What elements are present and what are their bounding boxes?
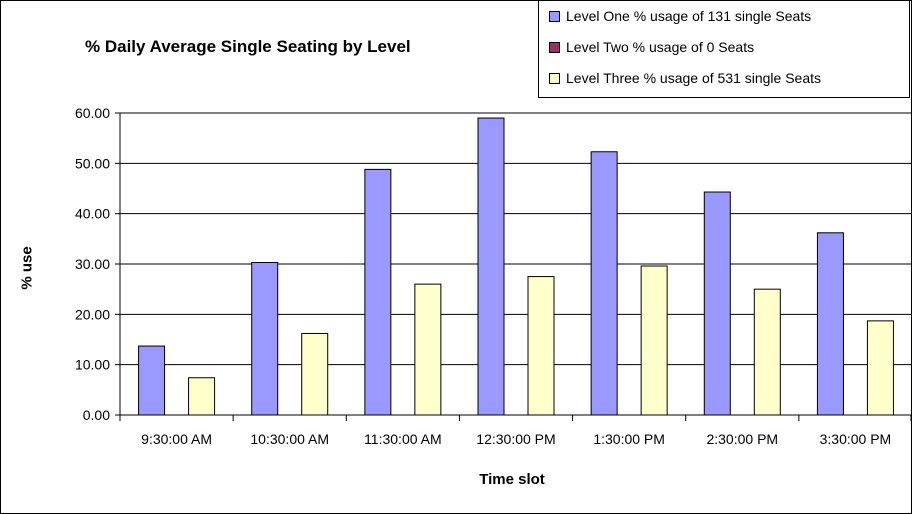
y-tick-label: 30.00 <box>75 256 110 272</box>
x-tick-label: 2:30:00 PM <box>706 431 778 447</box>
x-tick-label: 11:30:00 AM <box>364 431 442 447</box>
legend-label-level-three: Level Three % usage of 531 single Seats <box>566 70 822 86</box>
y-tick-label: 10.00 <box>75 357 110 373</box>
legend-item-level-two: Level Two % usage of 0 Seats <box>549 38 754 56</box>
y-tick-label: 0.00 <box>83 407 110 423</box>
legend-label-level-two: Level Two % usage of 0 Seats <box>566 39 755 55</box>
legend-swatch-level-one <box>549 10 560 22</box>
bar-level-three <box>753 288 781 416</box>
x-tick-label: 12:30:00 PM <box>476 431 555 447</box>
y-tick-label: 20.00 <box>75 306 110 322</box>
bar-level-three <box>640 265 668 416</box>
bar-level-three <box>414 283 442 416</box>
x-tick-label: 1:30:00 PM <box>593 431 665 447</box>
bar-level-one <box>477 117 505 416</box>
bar-level-three <box>188 377 216 416</box>
legend-item-level-one: Level One % usage of 131 single Seats <box>549 7 811 25</box>
x-tick-label: 3:30:00 PM <box>820 431 892 447</box>
bar-level-one <box>251 261 279 416</box>
x-tick-label: 10:30:00 AM <box>250 431 329 447</box>
bar-level-three <box>301 332 329 416</box>
bar-level-one <box>816 232 844 416</box>
y-tick-label: 60.00 <box>75 105 110 121</box>
x-axis-label: Time slot <box>479 471 545 488</box>
legend-item-level-three: Level Three % usage of 531 single Seats <box>549 69 821 87</box>
y-tick-label: 50.00 <box>75 155 110 171</box>
bar-level-three <box>866 320 894 416</box>
legend: Level One % usage of 131 single Seats Le… <box>538 0 910 98</box>
bar-level-one <box>590 151 618 416</box>
legend-label-level-one: Level One % usage of 131 single Seats <box>566 8 812 24</box>
legend-swatch-level-three <box>549 72 560 84</box>
legend-swatch-level-two <box>549 41 560 53</box>
y-tick-label: 40.00 <box>75 206 110 222</box>
bar-level-three <box>527 276 555 416</box>
bar-level-one <box>138 345 166 416</box>
bar-level-one <box>364 168 392 416</box>
chart-title: % Daily Average Single Seating by Level <box>85 37 411 56</box>
x-tick-label: 9:30:00 AM <box>141 431 212 447</box>
bar-level-one <box>703 191 731 416</box>
